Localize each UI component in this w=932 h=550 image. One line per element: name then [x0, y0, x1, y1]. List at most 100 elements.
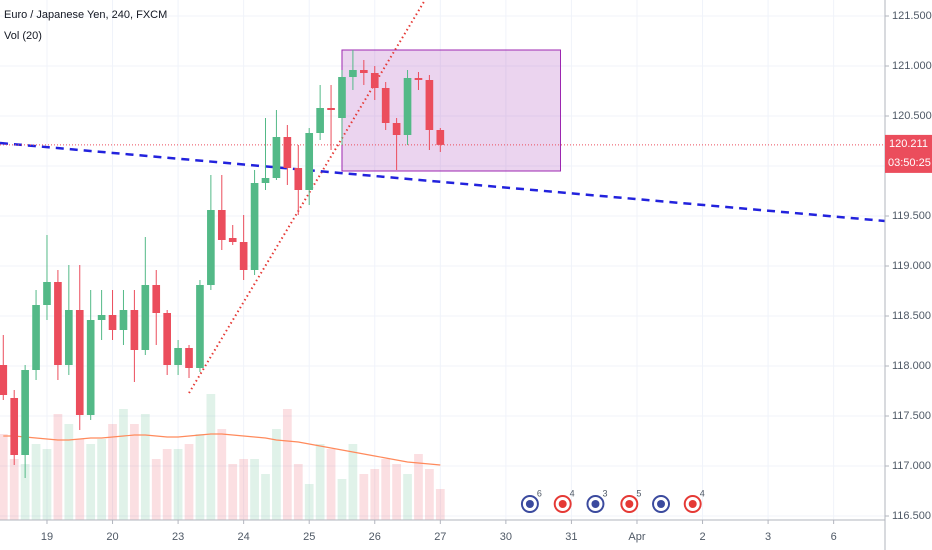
- candle-body: [152, 285, 161, 313]
- x-tick-label: 2: [699, 531, 705, 543]
- event-icon-core: [558, 500, 567, 508]
- y-tick-label: 117.500: [892, 410, 931, 422]
- candle-body: [217, 210, 226, 240]
- candle-body: [414, 78, 423, 80]
- event-icon-core: [591, 500, 600, 508]
- x-tick-label: 3: [765, 531, 771, 543]
- candle-body: [163, 313, 171, 365]
- volume-bar: [217, 429, 227, 520]
- volume-pane: [0, 394, 445, 520]
- volume-bar: [119, 409, 128, 520]
- candle-body: [0, 365, 8, 395]
- candle-body: [207, 210, 215, 285]
- volume-bar: [403, 474, 412, 520]
- candle-body: [425, 80, 434, 130]
- x-tick-label: 19: [41, 531, 53, 543]
- candle-body: [54, 282, 62, 365]
- candle-body: [141, 285, 150, 350]
- candle-body: [97, 315, 106, 320]
- candle-body: [65, 310, 73, 365]
- last-price-label: 120.211: [889, 138, 928, 150]
- volume-bar: [261, 474, 270, 520]
- x-tick-label: 31: [565, 531, 577, 543]
- volume-bar: [53, 414, 63, 520]
- volume-bar: [326, 449, 336, 520]
- volume-bar: [425, 469, 434, 520]
- volume-bar: [381, 459, 391, 520]
- candle-body: [32, 305, 40, 370]
- candle-body: [392, 123, 401, 135]
- axes: 121.500121.000120.500120.000119.500119.0…: [41, 10, 932, 543]
- event-count: 3: [602, 488, 607, 498]
- candle-body: [283, 137, 292, 168]
- candle-body: [130, 310, 139, 350]
- candle-body: [10, 398, 19, 455]
- volume-bar: [42, 449, 52, 520]
- volume-bar: [173, 449, 183, 520]
- volume-bar: [97, 439, 106, 520]
- volume-bar: [282, 409, 292, 520]
- event-icon-core: [657, 500, 666, 508]
- volume-bar: [239, 459, 249, 520]
- volume-bar: [359, 474, 369, 520]
- volume-bar: [9, 459, 19, 520]
- x-tick-label: 20: [106, 531, 118, 543]
- candle-body: [108, 315, 117, 330]
- x-tick-label: 30: [500, 531, 512, 543]
- candle-body: [86, 320, 95, 415]
- candle-body: [436, 130, 445, 145]
- chart-title: Euro / Japanese Yen, 240, FXCM: [4, 9, 167, 21]
- candle-body: [261, 178, 270, 183]
- volume-ma-line: [3, 433, 441, 466]
- y-tick-label: 121.000: [892, 60, 932, 72]
- volume-bar: [140, 414, 150, 520]
- y-tick-label: 121.500: [892, 10, 932, 22]
- x-tick-label: 6: [831, 531, 837, 543]
- volume-bar: [20, 464, 30, 520]
- x-tick-label: 26: [369, 531, 381, 543]
- last-price-badge: [885, 134, 932, 173]
- volume-bar: [348, 444, 358, 520]
- volume-bar: [272, 429, 281, 520]
- candle-body: [370, 73, 379, 88]
- event-count: 4: [700, 488, 705, 498]
- x-tick-label: 27: [434, 531, 446, 543]
- event-icon-core: [625, 500, 634, 508]
- volume-bar: [31, 444, 41, 520]
- candle-body: [305, 133, 314, 190]
- volume-bar: [304, 484, 314, 520]
- volume-bar: [206, 394, 216, 520]
- volume-bar: [86, 444, 96, 520]
- candle-body: [75, 310, 84, 415]
- volume-bar: [228, 464, 238, 520]
- volume-bar: [0, 434, 8, 520]
- candle-body: [381, 88, 390, 123]
- volume-bar: [75, 439, 85, 520]
- volume-bar: [250, 459, 259, 520]
- candle-body: [43, 282, 51, 305]
- countdown-label: 03:50:25: [888, 157, 931, 169]
- volume-bar: [184, 444, 194, 520]
- candle-body: [21, 370, 29, 455]
- x-tick-label: 24: [238, 531, 250, 543]
- event-count: 6: [537, 488, 542, 498]
- y-tick-label: 116.500: [892, 510, 931, 522]
- candles: [0, 50, 445, 478]
- y-tick-label: 120.500: [892, 110, 932, 122]
- candle-body: [250, 183, 259, 270]
- volume-bar: [315, 444, 325, 520]
- y-tick-label: 118.000: [892, 360, 931, 372]
- volume-label: Vol (20): [4, 30, 42, 42]
- volume-bar: [337, 479, 347, 520]
- candle-body: [196, 285, 204, 368]
- candle-body: [174, 348, 182, 365]
- candle-body: [316, 108, 324, 133]
- volume-bar: [392, 464, 401, 520]
- volume-bar: [130, 424, 139, 520]
- volume-bar: [293, 464, 303, 520]
- x-tick-label: Apr: [628, 531, 645, 543]
- candle-body: [185, 348, 193, 368]
- candle-body: [294, 168, 303, 190]
- x-tick-label: 23: [172, 531, 184, 543]
